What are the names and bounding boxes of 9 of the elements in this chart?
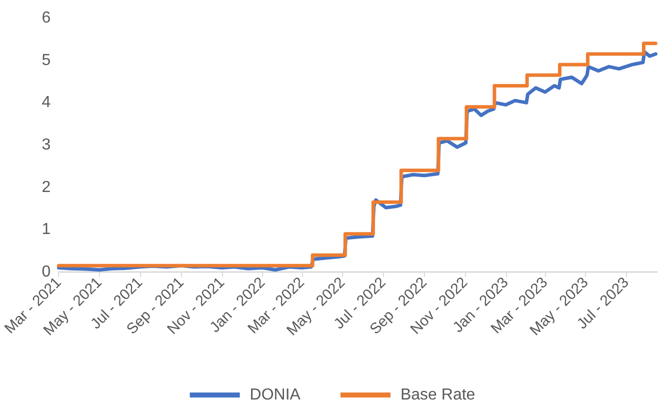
y-tick-label: 5	[42, 52, 51, 69]
y-tick-label: 0	[42, 264, 51, 280]
y-tick-label: 1	[42, 221, 51, 238]
y-tick-label: 2	[42, 178, 51, 196]
legend-label: Base Rate	[400, 386, 476, 404]
y-tick-label: 3	[42, 136, 51, 154]
y-tick-label: 4	[42, 94, 51, 112]
y-tick-label: 6	[42, 10, 51, 26]
legend-label: DONIA	[250, 386, 301, 404]
